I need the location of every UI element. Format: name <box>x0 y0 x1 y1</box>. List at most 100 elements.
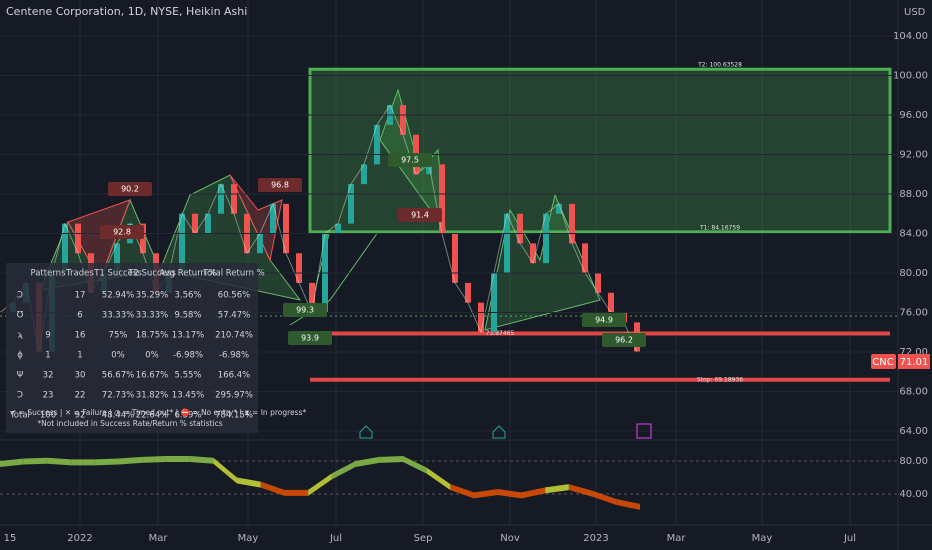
pattern-badge <box>283 303 327 317</box>
candle <box>309 282 315 313</box>
pattern-badge <box>108 182 152 196</box>
osc-segment <box>450 484 475 499</box>
pattern-badge <box>582 313 626 327</box>
candle <box>231 184 237 214</box>
osc-segment <box>592 490 617 505</box>
table-header: Avg Return % <box>159 269 216 279</box>
pattern-badge <box>288 331 332 345</box>
osc-segment <box>94 458 119 466</box>
table-cell: 30 <box>75 371 86 381</box>
table-cell: Ψ <box>17 371 24 381</box>
table-header: Trades <box>65 269 94 279</box>
table-cell: 6 <box>77 311 82 321</box>
table-header: Patterns <box>30 269 66 279</box>
candle <box>192 213 198 234</box>
price-tick-label: 76.00 <box>899 308 928 319</box>
candle <box>517 213 523 244</box>
table-cell: 35.29% <box>136 291 168 301</box>
table-cell: 1 <box>45 351 50 361</box>
table-cell: 3.56% <box>174 291 201 301</box>
time-label: Mar <box>149 533 169 544</box>
candle <box>556 203 562 214</box>
candle <box>465 282 471 303</box>
table-cell: 22.64% <box>136 411 168 421</box>
candle <box>426 164 432 175</box>
time-label: May <box>238 533 259 544</box>
candle <box>179 213 185 273</box>
stats-table-bg <box>6 263 258 433</box>
ticker-tag <box>871 354 896 369</box>
osc-segment <box>521 487 546 499</box>
table-cell: 784.15% <box>215 411 253 421</box>
osc-segment <box>0 458 24 467</box>
candle <box>270 203 276 234</box>
candle <box>296 253 302 283</box>
pattern-label: 97.5 <box>401 156 419 165</box>
osc-tick-label: 40.00 <box>899 489 928 500</box>
candle <box>439 164 445 234</box>
table-cell: 1 <box>77 351 82 361</box>
candle <box>595 273 601 293</box>
price-tick-label: 72.00 <box>899 347 928 358</box>
candle <box>491 273 497 333</box>
candle <box>257 233 263 254</box>
table-cell: 22 <box>75 391 86 401</box>
level-label: T1: 84.16759 <box>699 224 740 231</box>
osc-segment <box>308 473 332 496</box>
table-cell: 5.55% <box>174 371 201 381</box>
osc-segment <box>47 457 72 466</box>
table-cell: 56.67% <box>102 371 134 381</box>
candle <box>478 302 484 333</box>
level-label: 73.87465 <box>486 330 515 337</box>
candle <box>582 243 588 273</box>
table-cell: 0% <box>111 351 125 361</box>
table-cell: 16.67% <box>136 371 168 381</box>
price-tick-label: 80.00 <box>899 268 928 279</box>
osc-segment <box>402 456 427 474</box>
candle <box>218 184 224 214</box>
time-label: 2022 <box>67 533 92 544</box>
price-tick-label: 104.00 <box>893 31 928 42</box>
ticker-symbol: CNC <box>872 357 893 368</box>
price-tick-label: 100.00 <box>893 71 928 82</box>
osc-segment <box>545 484 569 494</box>
table-header: Total Return % <box>202 269 265 279</box>
time-label: Jul <box>843 533 856 544</box>
table-cell: ϡ <box>17 331 22 341</box>
table-cell: 13.45% <box>172 391 204 401</box>
candle <box>62 223 68 273</box>
price-tick-label: 92.00 <box>899 150 928 161</box>
osc-segment <box>379 456 403 463</box>
pattern-badge <box>388 153 432 167</box>
pattern-label: 92.8 <box>113 228 131 237</box>
table-cell: 6.39% <box>174 411 201 421</box>
time-label: 15 <box>4 533 17 544</box>
table-cell: 48.44% <box>102 411 134 421</box>
osc-segment <box>474 489 498 499</box>
price-tick-label: 68.00 <box>899 387 928 398</box>
earnings-markers <box>359 423 652 439</box>
osc-segment <box>23 457 48 465</box>
table-cell: 92 <box>75 411 86 421</box>
price-unit: USD <box>904 7 926 18</box>
table-header: T2 Success <box>127 269 176 279</box>
table-cell: 60.56% <box>218 291 250 301</box>
table-cell: 72.73% <box>102 391 134 401</box>
table-cell: ɸ <box>17 351 23 361</box>
price-tick-label: 84.00 <box>899 229 928 240</box>
table-cell: 100 <box>40 411 56 421</box>
pattern-badge <box>398 208 442 222</box>
harmonic-patterns-bearish <box>67 174 283 282</box>
table-cell: 57.47% <box>218 311 250 321</box>
candle <box>361 164 367 185</box>
table-cell: 52.94% <box>102 291 134 301</box>
legend-line: *Not included in Success Rate/Return % s… <box>37 419 222 428</box>
osc-segment <box>165 456 190 463</box>
time-label: Jul <box>329 533 342 544</box>
pattern-badge <box>602 333 646 347</box>
osc-segment <box>213 457 238 484</box>
time-label: Sep <box>414 533 433 544</box>
osc-segment <box>237 477 261 488</box>
osc-segment <box>142 456 166 463</box>
table-cell: 31.82% <box>136 391 168 401</box>
